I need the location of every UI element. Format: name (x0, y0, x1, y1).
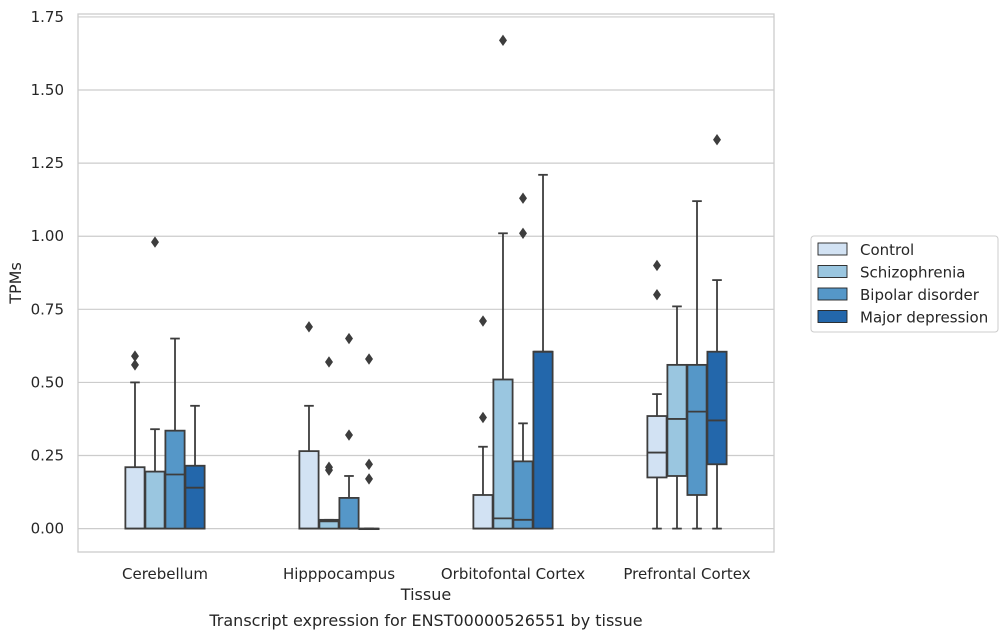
outlier-point (478, 411, 487, 424)
box (666, 363, 688, 477)
legend-label: Control (860, 241, 914, 259)
box (184, 464, 206, 530)
box (472, 494, 494, 530)
plot-frame (77, 13, 775, 553)
y-tick-label: 1.00 (31, 227, 64, 245)
y-tick-label: 0.00 (31, 520, 64, 538)
outlier-point (325, 461, 333, 473)
box-groups (124, 34, 728, 531)
legend-swatch (817, 310, 848, 323)
box (646, 415, 668, 479)
outlier-point (713, 134, 722, 146)
box-group-orbitofontal-cortex (472, 34, 554, 530)
box-group-prefrontal-cortex (646, 134, 728, 530)
box (298, 450, 320, 530)
outlier-point (652, 259, 661, 272)
legend-label: Bipolar disorder (860, 286, 980, 304)
outlier-point (365, 353, 374, 365)
y-tick-label: 1.25 (31, 154, 64, 172)
legend: Control Schizophrenia Bipolar disorder Majo… (810, 235, 999, 333)
box (338, 497, 360, 530)
outlier-point (499, 34, 507, 47)
x-tick-label: Cerebellum (122, 565, 208, 583)
box (164, 429, 186, 530)
legend-frame (810, 235, 999, 333)
outlier-point (345, 429, 353, 441)
box (512, 460, 534, 530)
outlier-point (130, 350, 139, 362)
outlier-point (478, 315, 487, 327)
x-tick-label: Orbitofontal Cortex (441, 565, 585, 583)
x-tick-label: Hipppocampus (283, 565, 395, 583)
y-tick-label: 0.75 (31, 300, 64, 318)
outlier-point (304, 321, 313, 333)
outlier-point (130, 359, 139, 371)
x-tick-labels: Cerebellum Hipppocampus Orbitofontal Corte… (122, 565, 751, 583)
outlier-point (325, 356, 333, 368)
legend-label: Major depression (860, 309, 988, 327)
outlier-point (652, 288, 661, 301)
box (144, 470, 166, 530)
legend-swatch (817, 287, 848, 301)
outlier-point (365, 458, 374, 470)
y-grid-lines (78, 16, 774, 530)
outlier-point (345, 332, 353, 345)
legend-swatch (817, 265, 848, 278)
y-tick-label: 1.75 (31, 8, 64, 26)
box (532, 350, 554, 530)
box-group-hipppocampus (298, 321, 380, 531)
box (492, 378, 514, 530)
x-tick-label: Prefrontal Cortex (623, 565, 750, 583)
box (686, 363, 708, 496)
chart-caption: Transcript expression for ENST0000052655… (208, 611, 642, 630)
outlier-point (151, 236, 159, 248)
box (124, 466, 146, 530)
legend-swatch (817, 242, 848, 256)
y-tick-labels: 0.00 0.25 0.50 0.75 1.00 1.25 1.50 1.75 (31, 8, 64, 538)
x-axis-label: Tissue (400, 585, 451, 604)
box (706, 350, 728, 466)
outlier-point (519, 192, 527, 204)
legend-label: Schizophrenia (860, 264, 965, 282)
y-tick-label: 0.50 (31, 373, 64, 391)
outlier-point (519, 227, 527, 239)
y-tick-label: 0.25 (31, 447, 64, 465)
y-axis-label: TPMs (6, 262, 25, 305)
box-group-cerebellum (124, 236, 206, 530)
y-tick-label: 1.50 (31, 81, 64, 99)
outlier-point (365, 473, 374, 485)
